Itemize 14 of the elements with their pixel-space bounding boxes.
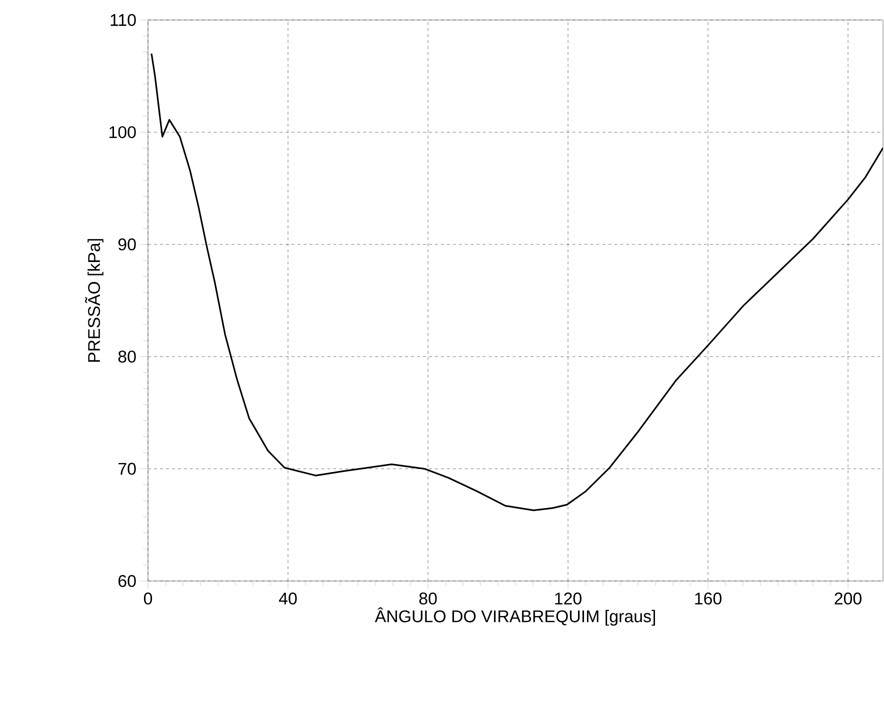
x-axis-title: ÂNGULO DO VIRABREQUIM [graus] [374,607,655,626]
y-tick-label: 100 [110,126,136,138]
y-tick-label: 60 [118,575,136,587]
y-tick-label: 90 [118,238,136,250]
y-axis-title: PRESSÃO [kPa] [84,239,104,362]
x-tick-label: 200 [834,592,862,605]
x-tick-label: 160 [695,592,722,605]
x-tick-label: 80 [419,592,437,605]
y-tick-label: 80 [118,350,136,363]
y-tick-label: 70 [118,462,136,475]
x-tick-label: 40 [278,592,297,605]
y-tick-label: 110 [110,14,136,26]
x-tick-label: 120 [555,592,582,605]
x-tick-label: 0 [144,592,152,605]
